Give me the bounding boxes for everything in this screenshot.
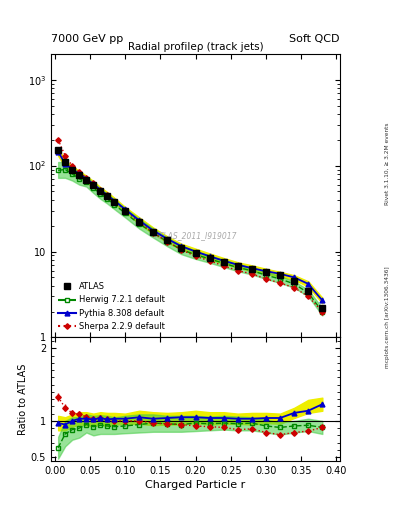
Text: 7000 GeV pp: 7000 GeV pp (51, 33, 123, 44)
Text: ATLAS_2011_I919017: ATLAS_2011_I919017 (154, 231, 237, 240)
Title: Radial profileρ (track jets): Radial profileρ (track jets) (128, 41, 263, 52)
Y-axis label: Ratio to ATLAS: Ratio to ATLAS (18, 364, 28, 435)
X-axis label: Charged Particle r: Charged Particle r (145, 480, 246, 490)
Text: Soft QCD: Soft QCD (290, 33, 340, 44)
Legend: ATLAS, Herwig 7.2.1 default, Pythia 8.308 default, Sherpa 2.2.9 default: ATLAS, Herwig 7.2.1 default, Pythia 8.30… (55, 280, 168, 333)
Text: mcplots.cern.ch [arXiv:1306.3436]: mcplots.cern.ch [arXiv:1306.3436] (385, 267, 389, 368)
Text: Rivet 3.1.10, ≥ 3.2M events: Rivet 3.1.10, ≥ 3.2M events (385, 122, 389, 205)
